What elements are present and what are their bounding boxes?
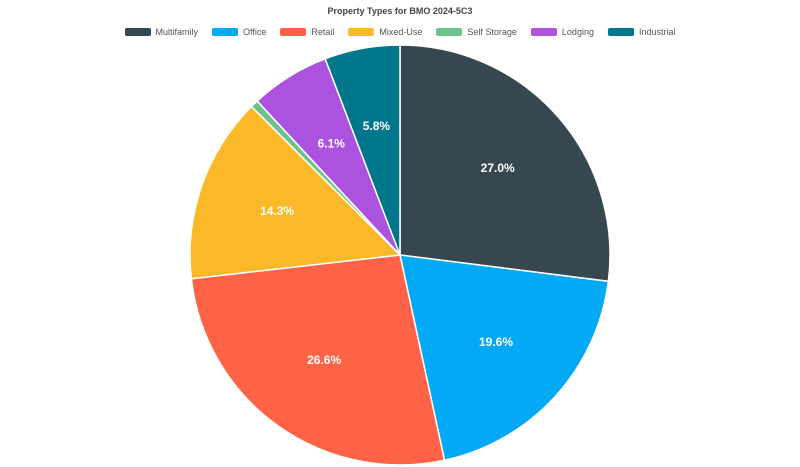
- data-label-retail: 26.6%: [307, 353, 341, 367]
- legend-swatch: [348, 28, 375, 36]
- legend-label: Retail: [311, 27, 335, 37]
- data-label-lodging: 6.1%: [318, 137, 346, 151]
- pie-slice-multifamily[interactable]: [399, 44, 611, 283]
- legend-label: Lodging: [561, 27, 594, 37]
- legend-item-office[interactable]: Office: [212, 27, 266, 37]
- pie-slice-retail[interactable]: [190, 254, 446, 466]
- legend-item-self-storage[interactable]: Self Storage: [436, 27, 517, 37]
- legend-label: Office: [243, 27, 267, 37]
- legend-swatch: [436, 28, 463, 36]
- legend-swatch: [124, 28, 151, 36]
- legend-label: Self Storage: [467, 27, 517, 37]
- legend-swatch: [530, 28, 557, 36]
- pie-slice-office[interactable]: [399, 254, 610, 462]
- legend-label: Mixed-Use: [379, 27, 423, 37]
- data-label-industrial: 5.8%: [363, 119, 391, 133]
- data-label-multifamily: 27.0%: [481, 161, 515, 175]
- legend-label: Industrial: [638, 27, 676, 37]
- pie-slice-industrial[interactable]: [324, 44, 401, 256]
- chart-title: Property Types for BMO 2024-5C3: [327, 6, 473, 16]
- legend: Multifamily Office Retail Mixed-Use Self Sto…: [0, 27, 800, 37]
- legend-item-retail[interactable]: Retail: [280, 27, 334, 37]
- pie-slice-mixed-use[interactable]: [189, 105, 402, 280]
- legend-swatch: [607, 28, 634, 36]
- legend-swatch: [212, 28, 239, 36]
- legend-swatch: [280, 28, 307, 36]
- legend-item-lodging[interactable]: Lodging: [530, 27, 594, 37]
- legend-label: Multifamily: [155, 27, 199, 37]
- legend-item-multifamily[interactable]: Multifamily: [124, 27, 199, 37]
- data-label-mixed-use: 14.3%: [260, 204, 294, 218]
- legend-item-industrial[interactable]: Industrial: [607, 27, 676, 37]
- data-label-office: 19.6%: [479, 335, 513, 349]
- legend-item-mixed-use[interactable]: Mixed-Use: [348, 27, 422, 37]
